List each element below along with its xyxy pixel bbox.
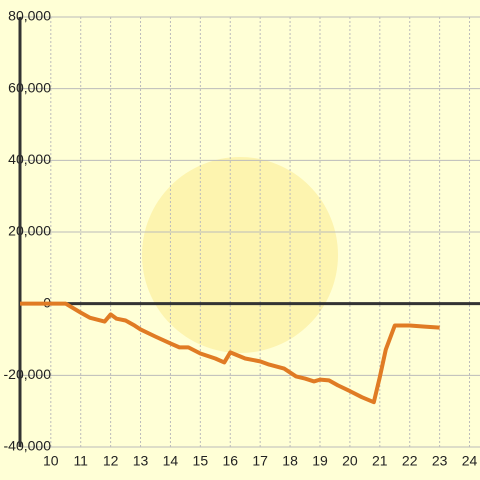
- x-tick-label: 17: [252, 453, 268, 469]
- x-tick-label: 15: [193, 453, 209, 469]
- y-tick-label: -40,000: [4, 438, 52, 454]
- x-tick-label: 23: [432, 453, 448, 469]
- line: [20, 301, 440, 405]
- y-tick-label: 40,000: [8, 151, 51, 167]
- x-tick-label: 20: [342, 453, 358, 469]
- x-tick-label: 24: [462, 453, 478, 469]
- x-tick-label: 18: [282, 453, 298, 469]
- x-tick-label: 16: [222, 453, 238, 469]
- x-tick-label: 12: [103, 453, 119, 469]
- x-tick-label: 11: [73, 453, 88, 469]
- x-tick-label: 10: [43, 453, 59, 469]
- watermark: [142, 157, 338, 353]
- x-tick-label: 22: [402, 453, 418, 469]
- y-tick-label: 80,000: [8, 8, 51, 24]
- x-tick-label: 14: [163, 453, 179, 469]
- y-tick-label: -20,000: [4, 366, 52, 382]
- x-tick-label: 13: [133, 453, 149, 469]
- y-tick-label: 60,000: [8, 79, 51, 95]
- x-tick-label: 21: [372, 453, 388, 469]
- y-tick-label: 20,000: [8, 223, 51, 239]
- x-tick-label: 19: [312, 453, 328, 469]
